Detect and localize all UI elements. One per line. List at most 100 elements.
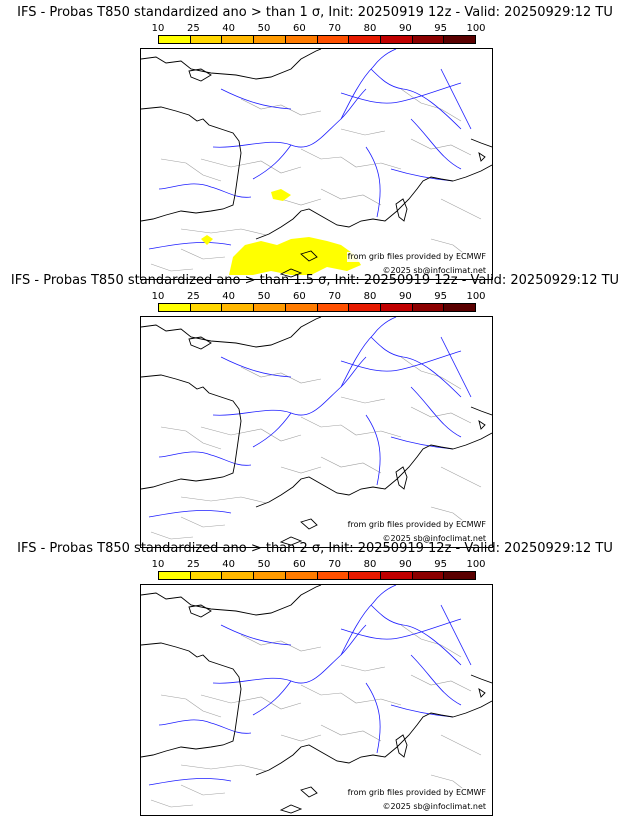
river [158,183,252,198]
map-canvas [141,317,492,546]
colorbar-tick-label: 70 [328,23,342,34]
colorbar-tick-label: 25 [186,559,200,570]
colorbar-segment [349,304,381,311]
river [340,317,397,388]
colorbar-segment [317,304,350,311]
admin-border [160,426,222,450]
colorbar-segment [317,36,350,43]
admin-border [180,228,267,236]
panel-title: IFS - Probas T850 standardized ano > tha… [10,273,620,288]
probability-map: from grib files provided by ECMWF ©2025 … [140,48,493,280]
admin-border [410,406,472,424]
admin-border [340,664,386,672]
coastline [300,250,318,262]
colorbar-segment [380,572,413,579]
colorbar-segment [190,572,223,579]
coastline [141,106,242,222]
coastline [279,804,303,814]
coastline [395,198,408,222]
colorbar-tick-label: 10 [151,559,165,570]
river [252,144,292,180]
river [370,336,462,398]
coastline [141,374,242,490]
colorbar-tick-label: 50 [257,291,271,302]
probability-area [271,189,291,201]
forecast-panel-1: IFS - Probas T850 standardized ano > tha… [0,5,630,280]
admin-border [400,624,462,658]
colorbar-segment [380,36,413,43]
admin-border [300,148,402,170]
probability-area [229,237,361,275]
admin-border [300,416,402,438]
admin-border [280,198,322,206]
river [252,680,292,716]
colorbar-segment [285,304,318,311]
coastline [141,585,322,616]
colorbar-tick-label: 25 [186,23,200,34]
colorbar-segment [190,304,223,311]
colorbar-tick-label: 100 [466,559,486,570]
river [220,624,292,646]
colorbar-segment [444,304,476,311]
river [212,624,367,684]
probability-map: from grib files provided by ECMWF ©2025 … [140,584,493,816]
copyright-notice: ©2025 sb@infoclimat.net [381,802,487,812]
admin-border [150,531,194,540]
coastline [188,604,212,618]
river [252,412,292,448]
colorbar-segment [254,304,286,311]
river [370,68,462,130]
river [440,68,472,130]
colorbar-segment [254,36,286,43]
coastline [395,466,408,490]
coastline [255,176,454,240]
river [340,82,462,104]
colorbar-segment [444,36,476,43]
colorbar-segment [190,36,223,43]
coastline [478,687,486,698]
coastline [279,536,303,546]
river [410,118,462,170]
coastline [470,674,492,684]
admin-border [180,784,226,796]
map-canvas [141,585,492,814]
admin-border [340,396,386,404]
admin-border [240,634,322,652]
river [148,778,232,786]
admin-border [440,734,482,756]
colorbar-tick-label: 90 [398,559,412,570]
colorbar-segment [285,572,318,579]
coastline [141,49,322,80]
colorbar [158,303,476,312]
colorbar-tick-label: 70 [328,291,342,302]
colorbar-tick-label: 95 [434,559,448,570]
colorbar-ticks: 10 25 40 50 60 70 80 90 95 100 [152,291,486,303]
admin-border [400,356,462,390]
colorbar-tick-label: 90 [398,291,412,302]
admin-border [200,158,302,174]
admin-border [180,496,267,504]
colorbar-tick-label: 60 [292,23,306,34]
coastline [188,336,212,350]
colorbar-tick-label: 80 [363,291,377,302]
admin-border [440,466,482,488]
coastline [300,786,318,798]
admin-border [240,366,322,384]
river [340,585,397,656]
colorbar-tick-label: 95 [434,291,448,302]
river [220,356,292,378]
river [365,682,381,754]
colorbar-tick-label: 50 [257,23,271,34]
copyright-notice: ©2025 sb@infoclimat.net [381,266,487,276]
river [212,356,367,416]
admin-border [340,128,386,136]
colorbar-tick-label: 80 [363,559,377,570]
admin-border [320,456,382,474]
admin-border [400,88,462,122]
admin-border [280,466,322,474]
river [340,49,397,120]
admin-border [180,248,226,260]
colorbar-segment [254,572,286,579]
colorbar-segment [412,572,445,579]
coastline [141,642,242,758]
